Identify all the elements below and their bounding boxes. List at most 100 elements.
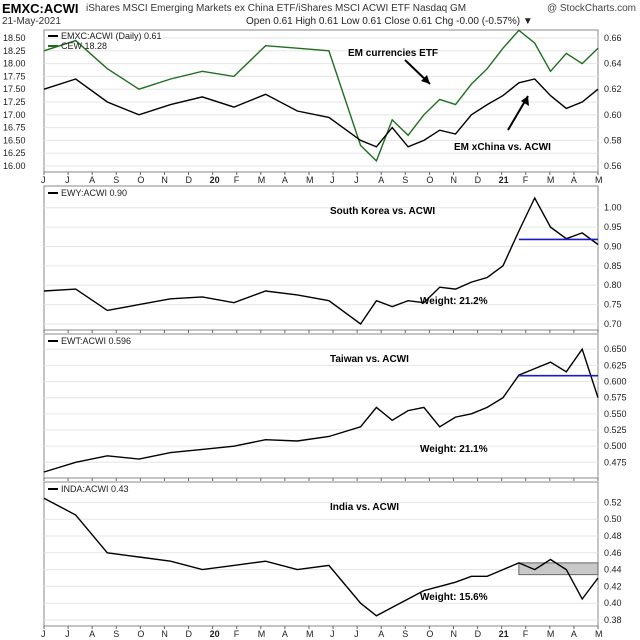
panel-korea-tick: 0.80 xyxy=(604,280,622,290)
brand-watermark: @ StockCharts.com xyxy=(546,3,636,14)
panel-1-left-tick: 16.75 xyxy=(3,123,26,133)
x-tick-label: F xyxy=(523,629,529,639)
x-tick-label: D xyxy=(186,629,193,639)
x-tick-label-panel-1: M xyxy=(258,175,266,185)
panel-korea-legend: EWY:ACWI 0.90 xyxy=(61,188,127,198)
x-tick-label-panel-1: N xyxy=(450,175,457,185)
x-tick-label-panel-1: F xyxy=(234,175,240,185)
panel-taiwan-legend: EWT:ACWI 0.596 xyxy=(61,336,131,346)
panel-1-left-tick: 17.00 xyxy=(3,110,26,120)
x-tick-label: N xyxy=(450,629,457,639)
panel-korea-frame xyxy=(43,185,599,331)
panel-korea-weight: Weight: 21.2% xyxy=(420,296,488,307)
panel-korea-label: South Korea vs. ACWI xyxy=(330,206,435,217)
x-tick-label: 20 xyxy=(210,629,220,639)
x-tick-label: M xyxy=(306,629,314,639)
panel-1-left-tick: 17.25 xyxy=(3,97,26,107)
panel-korea-tick: 0.95 xyxy=(604,222,622,232)
panel-taiwan-tick: 0.500 xyxy=(604,441,627,451)
x-tick-label: J xyxy=(330,629,335,639)
x-tick-label-panel-1: A xyxy=(378,175,384,185)
panel-taiwan-tick: 0.475 xyxy=(604,457,627,467)
panel-korea-tick: 0.90 xyxy=(604,241,622,251)
panel-india-tick: 0.38 xyxy=(604,615,622,625)
x-tick-label-panel-1: O xyxy=(426,175,433,185)
x-tick-label-panel-1: A xyxy=(89,175,95,185)
panel-india-legend: INDA:ACWI 0.43 xyxy=(61,484,129,494)
panel-taiwan-series-line xyxy=(43,347,599,473)
series-emxc-acwi-line xyxy=(43,78,599,148)
legend-cew: CEW 18.28 xyxy=(61,41,107,51)
x-tick-label-panel-1: A xyxy=(282,175,288,185)
x-tick-label-panel-1: M xyxy=(547,175,555,185)
panel-korea-tick: 0.70 xyxy=(604,319,622,329)
panel-1-left-tick: 16.25 xyxy=(3,148,26,158)
x-tick-label: S xyxy=(402,629,408,639)
panel-taiwan-label: Taiwan vs. ACWI xyxy=(330,354,409,365)
chart-date: 21-May-2021 xyxy=(2,16,61,27)
panel-taiwan-tick: 0.650 xyxy=(604,344,627,354)
legend-emxc: EMXC:ACWI (Daily) 0.61 xyxy=(61,31,162,41)
panel-india-frame xyxy=(43,481,599,627)
series-cew-line xyxy=(43,29,599,163)
x-tick-label-panel-1: A xyxy=(571,175,577,185)
x-tick-label: A xyxy=(571,629,577,639)
x-tick-label: 21 xyxy=(499,629,509,639)
panel-india-tick: 0.52 xyxy=(604,497,622,507)
x-tick-label-panel-1: D xyxy=(186,175,193,185)
x-tick-label: A xyxy=(282,629,288,639)
panel-taiwan-tick: 0.550 xyxy=(604,409,627,419)
panel-1-right-tick: 0.56 xyxy=(604,161,622,171)
panel-india-tick: 0.44 xyxy=(604,565,622,575)
x-tick-label-panel-1: S xyxy=(113,175,119,185)
panel-taiwan-tick: 0.575 xyxy=(604,393,627,403)
panel-1-left-tick: 16.50 xyxy=(3,135,26,145)
x-tick-label: J xyxy=(41,629,46,639)
panel-1-left-tick: 18.00 xyxy=(3,59,26,69)
x-tick-label-panel-1: D xyxy=(475,175,482,185)
panel-taiwan-frame xyxy=(43,333,599,479)
x-tick-label-panel-1: 21 xyxy=(499,175,509,185)
x-tick-label-panel-1: F xyxy=(523,175,529,185)
x-tick-label: J xyxy=(354,629,359,639)
x-tick-label-panel-1: M xyxy=(595,175,603,185)
panel-india-label: India vs. ACWI xyxy=(330,502,399,513)
panel-taiwan-tick: 0.625 xyxy=(604,360,627,370)
panel-1-right-tick: 0.60 xyxy=(604,110,622,120)
panel-taiwan-tick: 0.525 xyxy=(604,425,627,435)
annotation-em-currencies: EM currencies ETF xyxy=(348,48,438,59)
x-tick-label: N xyxy=(161,629,168,639)
annotation-arrowhead-2 xyxy=(521,96,529,106)
panel-1-right-tick: 0.64 xyxy=(604,59,622,69)
panel-india-series-line xyxy=(43,497,599,617)
x-tick-label-panel-1: N xyxy=(161,175,168,185)
panel-1-right-tick: 0.58 xyxy=(604,135,622,145)
panel-1-left-tick: 17.50 xyxy=(3,84,26,94)
x-tick-label-panel-1: J xyxy=(354,175,359,185)
panel-india-tick: 0.48 xyxy=(604,531,622,541)
x-tick-label: M xyxy=(547,629,555,639)
panel-1-right-tick: 0.66 xyxy=(604,33,622,43)
x-tick-label-panel-1: O xyxy=(137,175,144,185)
panel-korea-tick: 0.85 xyxy=(604,261,622,271)
panel-korea-series-line xyxy=(43,196,599,325)
panel-india-tick: 0.42 xyxy=(604,581,622,591)
x-tick-label: D xyxy=(475,629,482,639)
annotation-em-xchina: EM xChina vs. ACWI xyxy=(454,142,551,153)
panel-1-left-tick: 16.00 xyxy=(3,161,26,171)
x-tick-label: O xyxy=(137,629,144,639)
panel-1-left-tick: 18.25 xyxy=(3,46,26,56)
panel-india-tick: 0.46 xyxy=(604,548,622,558)
panel-1-frame xyxy=(43,29,599,173)
chart-header: EMXC:ACWI iShares MSCI Emerging Markets … xyxy=(0,0,640,30)
panel-india-tick: 0.50 xyxy=(604,514,622,524)
x-tick-label: F xyxy=(234,629,240,639)
x-tick-label-panel-1: S xyxy=(402,175,408,185)
x-tick-label: A xyxy=(89,629,95,639)
x-tick-label: M xyxy=(595,629,603,639)
x-tick-label-panel-1: 20 xyxy=(210,175,220,185)
x-tick-label: J xyxy=(65,629,70,639)
x-tick-label-panel-1: J xyxy=(41,175,46,185)
panel-1-left-tick: 18.50 xyxy=(3,33,26,43)
